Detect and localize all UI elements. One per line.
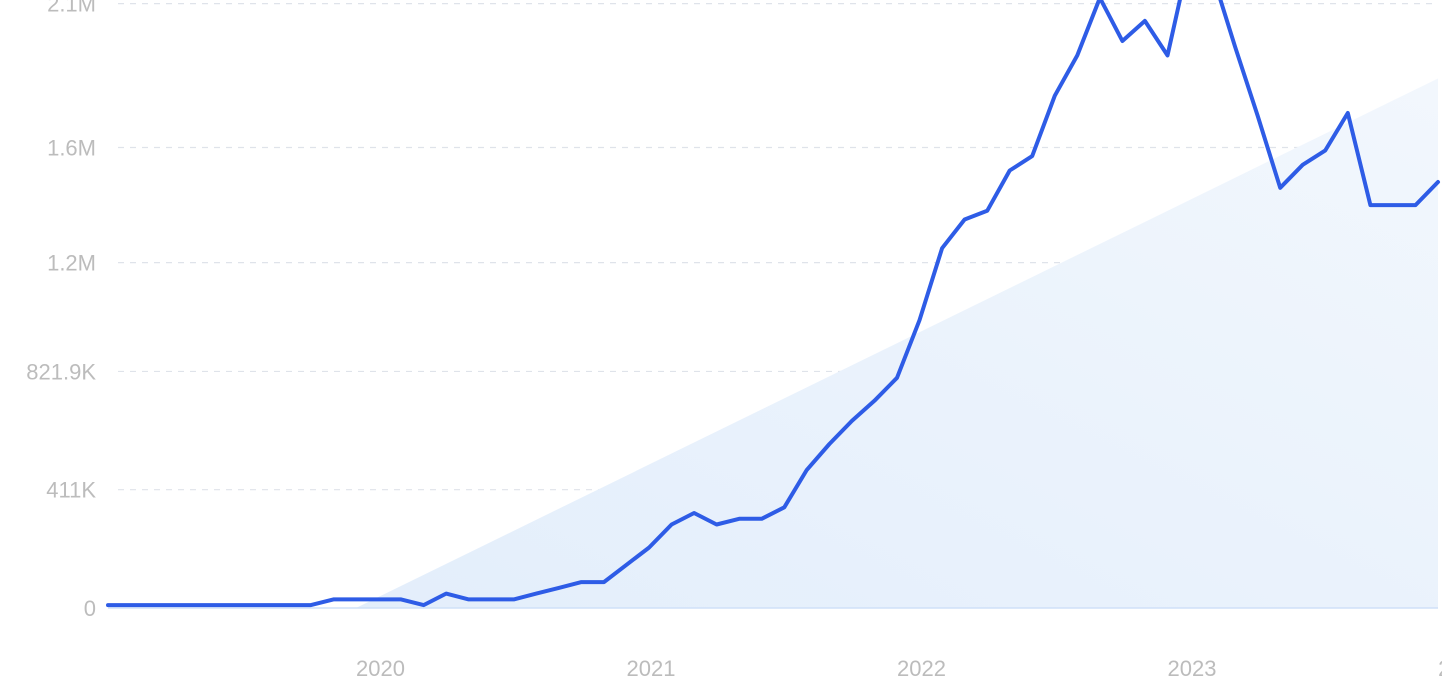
x-tick-label: 2021 — [627, 656, 676, 681]
y-tick-label: 0 — [84, 596, 96, 621]
y-tick-label: 411K — [46, 478, 96, 503]
x-axis-ticks: 2020 2021 2022 2023 2024 — [356, 656, 1442, 681]
x-tick-label: 2023 — [1168, 656, 1217, 681]
y-tick-label: 1.6M — [47, 136, 96, 161]
y-tick-label: 821.9K — [26, 359, 96, 384]
x-tick-label: 2022 — [897, 656, 946, 681]
y-tick-label: 1.2M — [47, 251, 96, 276]
y-axis-ticks: 0 411K 821.9K 1.2M 1.6M 2.1M — [26, 0, 96, 621]
x-tick-label: 2020 — [356, 656, 405, 681]
y-tick-label: 2.1M — [47, 0, 96, 17]
x-tick-label: 2024 — [1438, 656, 1442, 681]
series-line — [106, 0, 1440, 608]
trend-shading — [355, 78, 1439, 608]
